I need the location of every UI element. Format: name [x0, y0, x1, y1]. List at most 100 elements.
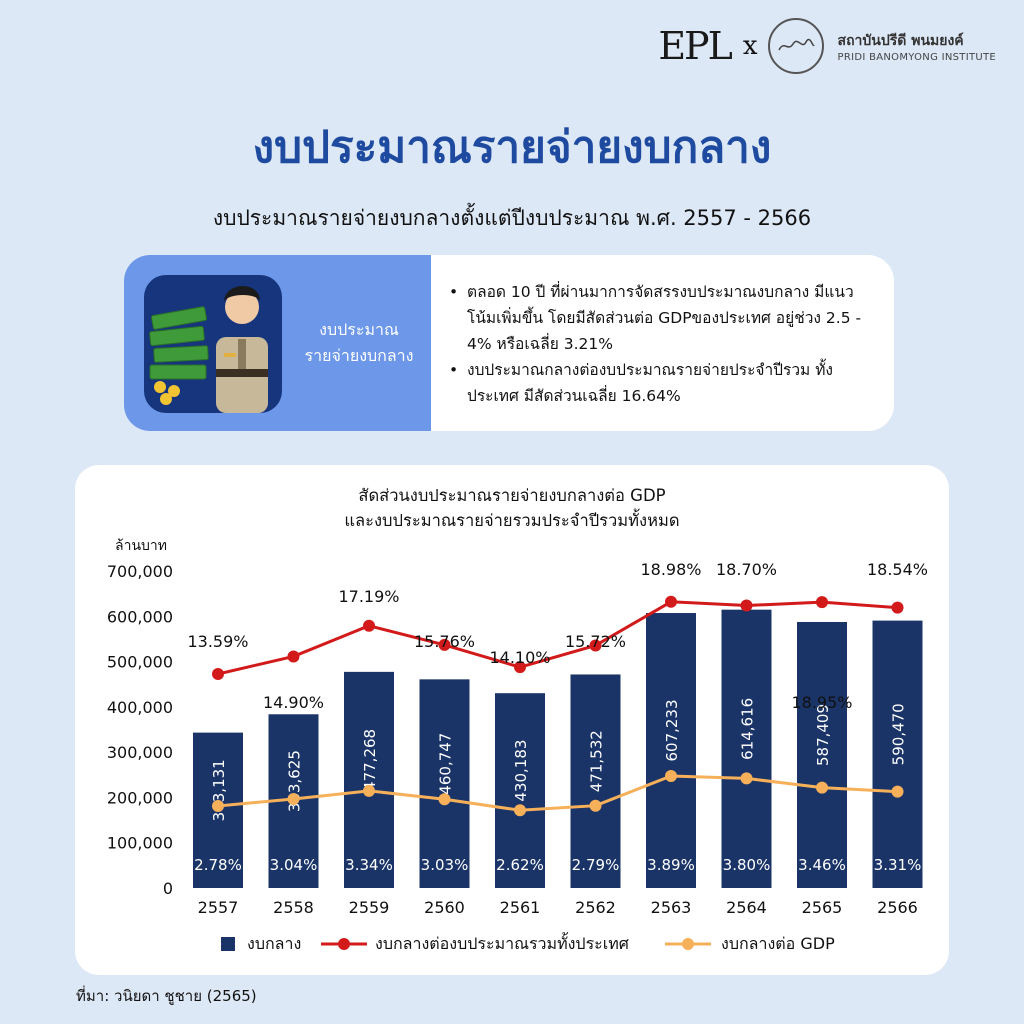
budget-share-point: [514, 661, 526, 674]
gdp-share-point: [589, 799, 602, 812]
bullet-item: • ตลอด 10 ปี ที่ผ่านมาการจัดสรรงบประมาณง…: [449, 279, 879, 357]
y-tick-label: 500,000: [107, 653, 173, 672]
institute-name-english: PRIDI BANOMYONG INSTITUTE: [837, 51, 996, 63]
info-card-left-panel: งบประมาณ รายจ่ายงบกลาง: [124, 255, 431, 431]
official-with-money-icon: [144, 275, 282, 413]
legend-bar-swatch: [221, 937, 235, 951]
gdp-share-point: [816, 781, 828, 794]
budget-share-label: 17.19%: [338, 587, 399, 606]
gdp-share-label: 3.04%: [270, 856, 318, 874]
gdp-share-line: [217, 774, 898, 812]
bullet-dot-icon: •: [449, 283, 459, 301]
institute-name: สถาบันปรีดี พนมยงค์ PRIDI BANOMYONG INST…: [838, 30, 996, 63]
x-tick-label: 2559: [349, 898, 390, 917]
gdp-share-label: 2.79%: [572, 856, 620, 874]
gdp-share-point: [287, 792, 300, 805]
info-card-label-line1: งบประมาณ: [319, 320, 399, 339]
logo-separator: x: [742, 31, 758, 61]
budget-share-point: [891, 601, 904, 614]
bullet-text: งบประมาณกลางต่องบประมาณรายจ่ายประจำปีรวม…: [467, 361, 833, 405]
page-title: งบประมาณรายจ่ายงบกลาง: [252, 122, 772, 173]
y-axis-unit-label: ล้านบาท: [115, 538, 167, 554]
budget-share-point: [816, 596, 828, 609]
gdp-share-point: [363, 784, 375, 797]
info-card-label-line2: รายจ่ายงบกลาง: [304, 346, 414, 365]
page-subtitle: งบประมาณรายจ่ายงบกลางตั้งแต่ปีงบประมาณ พ…: [212, 206, 812, 230]
gdp-share-label: 3.31%: [874, 856, 922, 874]
bar-value-label: 587,409: [814, 704, 832, 766]
gdp-share-label: 3.89%: [647, 856, 695, 874]
bar: [570, 674, 621, 888]
chart-card: สัดส่วนงบประมาณรายจ่ายงบกลางต่อ GDP และง…: [75, 465, 949, 975]
bar-value-label: 614,616: [739, 698, 757, 760]
x-tick-label: 2564: [726, 898, 767, 917]
bar-value-label: 471,532: [588, 730, 606, 792]
budget-share-point: [212, 668, 224, 680]
bar-value-label: 477,268: [361, 729, 379, 791]
x-tick-label: 2566: [877, 898, 918, 917]
bar-value-label: 590,470: [890, 703, 908, 765]
chart-title: สัดส่วนงบประมาณรายจ่ายงบกลางต่อ GDP และง…: [75, 483, 949, 533]
legend-label: งบกลางต่อ GDP: [721, 934, 835, 953]
y-tick-label: 0: [163, 879, 173, 898]
budget-share-label: 18.70%: [716, 560, 777, 579]
epl-logo: EPL: [658, 24, 733, 68]
gdp-share-label: 2.62%: [496, 856, 544, 874]
budget-share-point: [363, 619, 375, 632]
gdp-share-label: 3.34%: [345, 856, 393, 874]
gdp-share-point: [891, 785, 904, 798]
legend-label: งบกลางต่องบประมาณรวมทั้งประเทศ: [375, 932, 629, 953]
bar-value-label: 460,747: [437, 733, 455, 795]
budget-share-label: 14.90%: [263, 693, 324, 712]
y-tick-label: 600,000: [107, 607, 173, 626]
legend-red-point: [338, 938, 350, 950]
bar: [495, 693, 545, 888]
bar: [721, 609, 772, 888]
budget-share-label: 14.10%: [489, 648, 550, 667]
budget-share-label: 18.54%: [867, 560, 928, 579]
bar: [872, 620, 923, 888]
legend-orange-point: [682, 938, 694, 950]
x-tick-label: 2562: [575, 898, 616, 917]
pridi-seal-icon: [767, 18, 824, 74]
gdp-share-point: [212, 799, 224, 812]
budget-share-point: [740, 599, 753, 612]
bullet-text: ตลอด 10 ปี ที่ผ่านมาการจัดสรรงบประมาณงบก…: [467, 283, 862, 353]
gdp-share-point: [665, 770, 677, 782]
x-tick-label: 2563: [651, 898, 692, 917]
budget-share-point: [287, 650, 300, 663]
y-tick-label: 700,000: [107, 562, 173, 581]
bar-value-label: 607,233: [663, 699, 681, 761]
x-tick-label: 2565: [802, 898, 843, 917]
gdp-share-point: [740, 772, 753, 785]
gdp-share-point: [514, 804, 526, 817]
chart-title-line2: และงบประมาณรายจ่ายรวมประจำปีรวมทั้งหมด: [344, 511, 680, 530]
x-tick-label: 2557: [198, 898, 239, 917]
budget-share-label: 18.95%: [791, 693, 852, 712]
gdp-share-label: 3.46%: [798, 856, 846, 874]
info-card: งบประมาณ รายจ่ายงบกลาง • ตลอด 10 ปี ที่ผ…: [124, 255, 894, 431]
budget-share-point: [589, 639, 602, 652]
bar: [344, 671, 394, 888]
gdp-share-point: [438, 793, 451, 806]
budget-share-point: [438, 638, 451, 651]
gdp-share-label: 3.03%: [421, 856, 469, 874]
info-card-bullets: • ตลอด 10 ปี ที่ผ่านมาการจัดสรรงบประมาณง…: [449, 279, 879, 409]
bar-value-label: 430,183: [512, 740, 530, 802]
partner-logos: EPL x สถาบันปรีดี พนมยงค์ PRIDI BANOMYON…: [658, 14, 996, 78]
institute-name-thai: สถาบันปรีดี พนมยงค์: [837, 32, 964, 49]
bar-value-label: 343,131: [210, 759, 228, 821]
budget-share-label: 18.98%: [640, 560, 701, 579]
gdp-share-label: 3.80%: [723, 856, 771, 874]
budget-share-point: [665, 595, 677, 608]
y-tick-label: 400,000: [107, 698, 173, 717]
budget-share-label: 15.76%: [414, 632, 475, 651]
combo-chart: 0 100,000 200,000 300,000 400,000 500,000 600,…: [107, 560, 928, 953]
x-tick-label: 2560: [424, 898, 465, 917]
budget-share-label: 13.59%: [187, 632, 248, 651]
x-tick-label: 2558: [273, 898, 314, 917]
budget-share-line: [217, 600, 898, 676]
y-tick-label: 200,000: [107, 788, 173, 807]
bullet-item: • งบประมาณกลางต่องบประมาณรายจ่ายประจำปีร…: [449, 357, 879, 409]
bar: [419, 679, 470, 888]
